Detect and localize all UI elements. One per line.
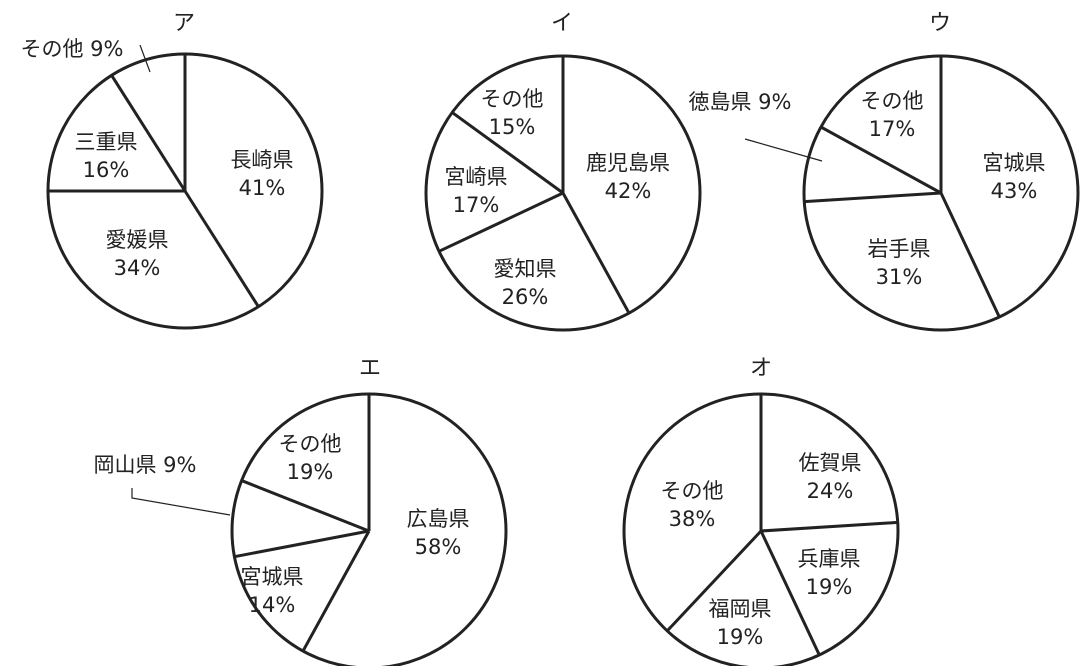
chart-c-callout-tokushima: 徳島県 9%: [689, 90, 792, 114]
chart-d-label-hiroshima-pct: 58%: [415, 535, 462, 559]
chart-a-callout-other: その他 9%: [21, 37, 124, 61]
chart-c-label-other-pct: 17%: [869, 117, 916, 141]
chart-d-label-other-pct: 19%: [287, 460, 334, 484]
chart-d-outline: [230, 392, 508, 666]
chart-c-label-other: その他: [861, 89, 924, 113]
chart-e-slice-hyogo: [761, 522, 899, 655]
chart-e-label-saga-pct: 24%: [807, 479, 854, 503]
chart-c-slice-miyagi: [941, 56, 1078, 317]
chart-a-slice-other: [111, 54, 185, 191]
chart-c-slice-iwate: [804, 193, 1000, 330]
chart-e-label-fukuoka: 福岡県: [709, 597, 772, 621]
chart-b-slice-kagoshima: [563, 56, 700, 314]
chart-c-title: ウ: [929, 11, 951, 36]
chart-c-leader-line: [744, 138, 823, 162]
chart-c-slice-tokushima: [804, 127, 941, 202]
chart-d-title: エ: [359, 356, 381, 381]
chart-b-label-other-pct: 15%: [489, 115, 536, 139]
chart-e-label-hyogo-pct: 19%: [806, 575, 853, 599]
chart-e-label-other: その他: [661, 479, 724, 503]
chart-b-slice-other: [452, 55, 563, 193]
pie-charts-layer: [46, 52, 1080, 666]
chart-a-slice-divider: [183, 190, 260, 308]
chart-e-slice-divider: [666, 529, 763, 632]
chart-a-label-nagasaki-pct: 41%: [239, 176, 286, 200]
chart-c-label-iwate: 岩手県: [868, 237, 931, 261]
chart-b-label-aichi-pct: 26%: [502, 285, 549, 309]
chart-b-label-aichi: 愛知県: [494, 257, 557, 281]
chart-b-slice-divider: [561, 192, 631, 314]
chart-d-leader-line: [131, 488, 231, 516]
chart-e-label-fukuoka-pct: 19%: [717, 625, 764, 649]
chart-d-slice-miyagi: [234, 531, 369, 652]
chart-c-label-miyagi: 宮城県: [983, 151, 1046, 175]
chart-b-label-kagoshima: 鹿児島県: [586, 151, 670, 175]
chart-e-slice-saga: [761, 394, 898, 531]
chart-b-outline: [424, 54, 702, 332]
chart-d-slice-divider: [234, 529, 370, 559]
chart-b-slice-divider: [438, 191, 564, 253]
chart-c-slice-divider: [820, 125, 942, 195]
chart-d-label-hiroshima: 広島県: [407, 507, 470, 531]
chart-b-label-miyazaki-pct: 17%: [453, 193, 500, 217]
chart-a-slice-divider: [110, 74, 187, 192]
chart-e-label-hyogo: 兵庫県: [798, 547, 861, 571]
chart-a-label-mie: 三重県: [75, 130, 138, 154]
chart-c-outline: [802, 54, 1080, 332]
chart-c-slice-divider: [804, 191, 942, 204]
chart-c-label-iwate-pct: 31%: [876, 265, 923, 289]
chart-d-slice-other: [241, 394, 369, 531]
chart-a-title: ア: [173, 11, 195, 36]
chart-e-slice-divider: [759, 530, 821, 656]
chart-d-label-other: その他: [279, 432, 342, 456]
chart-b-title: イ: [551, 11, 573, 36]
chart-a-leader-line: [139, 44, 151, 73]
chart-e-label-other-pct: 38%: [669, 507, 716, 531]
chart-a-label-mie-pct: 16%: [83, 158, 130, 182]
chart-a-label-nagasaki: 長崎県: [231, 148, 294, 172]
chart-a-slice-mie: [48, 75, 185, 191]
chart-e-slice-other: [624, 394, 761, 631]
chart-b-label-kagoshima-pct: 42%: [605, 179, 652, 203]
chart-c-slice-divider: [939, 192, 1001, 318]
chart-d-slice-hiroshima: [303, 394, 506, 666]
chart-b-slice-divider: [451, 111, 564, 195]
chart-d-label-miyagi-pct: 14%: [249, 593, 296, 617]
chart-c-label-miyagi-pct: 43%: [991, 179, 1038, 203]
chart-d-slice-divider: [241, 479, 370, 533]
chart-d-slice-okayama: [232, 480, 369, 557]
chart-e-slice-fukuoka: [667, 531, 820, 666]
chart-e-slice-divider: [760, 520, 898, 533]
chart-e-label-saga: 佐賀県: [799, 451, 862, 475]
chart-b-slice-miyazaki: [425, 112, 563, 252]
chart-d-callout-okayama: 岡山県 9%: [94, 453, 197, 477]
chart-d-slice-divider: [301, 530, 371, 652]
chart-a-outline: [46, 52, 324, 330]
chart-b-label-other: その他: [481, 87, 544, 111]
chart-a-label-ehime: 愛媛県: [106, 228, 169, 252]
chart-d-label-miyagi: 宮城県: [241, 565, 304, 589]
chart-e-outline: [622, 392, 900, 666]
chart-e-title: オ: [750, 356, 772, 381]
chart-b-label-miyazaki: 宮崎県: [445, 165, 508, 189]
chart-a-label-ehime-pct: 34%: [114, 256, 161, 280]
